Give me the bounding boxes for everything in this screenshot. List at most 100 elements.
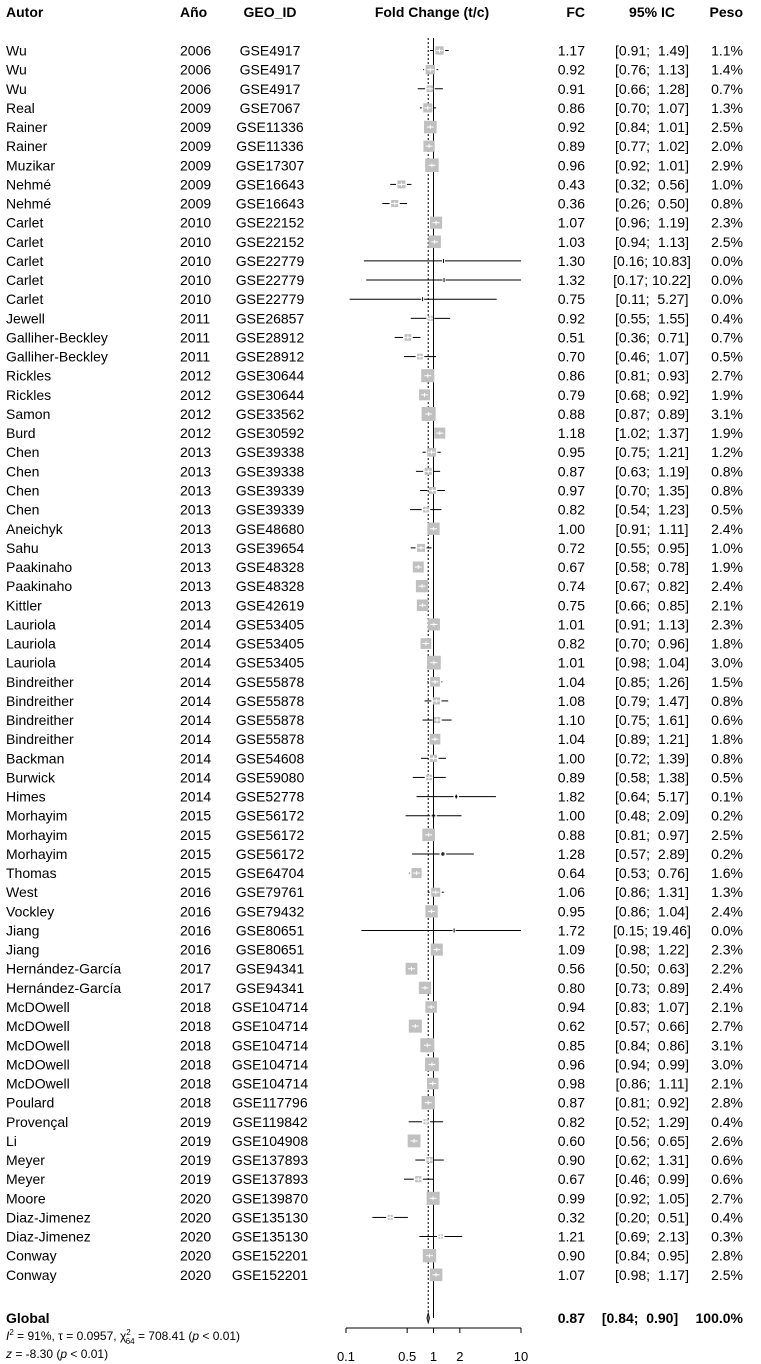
study-year: 2016 — [180, 922, 211, 938]
study-row: Bindreither 2014 GSE55878 1.10 [0.75; 1.61] 0… — [6, 712, 743, 728]
study-weight-text: 1.0% — [711, 176, 743, 192]
study-geo-id: GSE104908 — [232, 1133, 308, 1149]
study-ci-text: [0.75; 1.21] — [615, 444, 689, 460]
study-fc-value: 0.85 — [558, 1037, 585, 1053]
study-geo-id: GSE79432 — [236, 903, 305, 919]
study-author: Nehmé — [6, 176, 51, 192]
study-ci-text: [0.89; 1.21] — [615, 731, 689, 747]
study-ci-text: [0.91; 1.11] — [616, 521, 689, 537]
study-weight-text: 2.5% — [711, 234, 743, 250]
study-geo-id: GSE104714 — [232, 1037, 308, 1053]
study-geo-id: GSE4917 — [240, 62, 301, 78]
study-author: McDOwell — [6, 1056, 70, 1072]
study-year: 2014 — [180, 655, 211, 671]
study-geo-id: GSE64704 — [236, 865, 305, 881]
study-row: McDOwell 2018 GSE104714 0.62 [0.57; 0.66] 2.7… — [6, 1018, 743, 1034]
study-row: Carlet 2010 GSE22779 1.30 [0.16; 10.83] 0.0% — [6, 253, 743, 269]
chi-df: 64 — [126, 1337, 135, 1346]
study-author: Provençal — [6, 1114, 68, 1130]
study-row: Real 2009 GSE7067 0.86 [0.70; 1.07] 1.3% — [6, 100, 743, 116]
study-row: Diaz-Jimenez 2020 GSE135130 1.21 [0.69; 2.13… — [6, 1229, 743, 1245]
study-fc-value: 0.95 — [558, 444, 585, 460]
study-weight-text: 0.4% — [711, 1209, 743, 1225]
study-fc-value: 1.03 — [558, 234, 585, 250]
study-fc-value: 1.07 — [558, 215, 585, 231]
study-geo-id: GSE104714 — [232, 1056, 308, 1072]
study-ci-text: [0.68; 0.92] — [615, 387, 689, 403]
study-fc-value: 0.99 — [558, 1190, 585, 1206]
study-weight-text: 0.8% — [711, 693, 743, 709]
study-ci-text: [0.63; 1.19] — [615, 463, 689, 479]
pooled-fc-value: 0.87 — [558, 1310, 585, 1326]
study-row: Carlet 2010 GSE22779 1.32 [0.17; 10.22] 0.0% — [6, 272, 743, 288]
heterogeneity-stats: I2 = 91%, τ = 0.0957, χ2 64 = 708.41 (p <… — [6, 1328, 240, 1346]
study-row: Burwick 2014 GSE59080 0.89 [0.58; 1.38] 0.5% — [6, 769, 743, 785]
study-author: Jewell — [6, 310, 45, 326]
study-geo-id: GSE17307 — [236, 157, 305, 173]
study-ci-text: [0.55; 1.55] — [615, 310, 689, 326]
study-author: Morhayim — [6, 808, 67, 824]
study-geo-id: GSE16643 — [236, 176, 305, 192]
study-author: Muzikar — [6, 157, 55, 173]
study-ci-text: [0.92; 1.05] — [615, 1190, 689, 1206]
study-row: Carlet 2010 GSE22779 0.75 [0.11; 5.27] 0.0% — [6, 291, 743, 307]
study-year: 2016 — [180, 942, 211, 958]
study-weight-text: 0.6% — [711, 1171, 743, 1187]
study-geo-id: GSE53405 — [236, 616, 305, 632]
study-geo-id: GSE48328 — [236, 559, 305, 575]
study-author: Rainer — [6, 138, 48, 154]
header-geo: GEO_ID — [244, 4, 297, 20]
study-author: Vockley — [6, 903, 54, 919]
study-ci-text: [0.11; 5.27] — [616, 291, 689, 307]
study-year: 2019 — [180, 1133, 211, 1149]
study-ci-text: [0.84; 0.86] — [615, 1037, 689, 1053]
study-weight-text: 0.5% — [711, 502, 743, 518]
study-ci-text: [0.70; 1.35] — [615, 482, 689, 498]
study-geo-id: GSE11336 — [236, 138, 304, 154]
study-year: 2018 — [180, 1037, 211, 1053]
study-geo-id: GSE94341 — [236, 961, 305, 977]
study-geo-id: GSE94341 — [236, 980, 305, 996]
study-row: Paakinaho 2013 GSE48328 0.67 [0.58; 0.78] 1.9… — [6, 559, 743, 575]
study-year: 2017 — [180, 961, 211, 977]
study-year: 2015 — [180, 827, 211, 843]
study-ci-text: [0.56; 0.65] — [615, 1133, 689, 1149]
study-fc-value: 0.82 — [558, 636, 585, 652]
study-fc-value: 1.06 — [558, 884, 585, 900]
study-fc-value: 0.90 — [558, 1248, 585, 1264]
study-geo-id: GSE7067 — [240, 100, 301, 116]
header-year: Año — [180, 4, 207, 20]
study-geo-id: GSE56172 — [236, 827, 305, 843]
study-ci-text: [0.32; 0.56] — [615, 176, 689, 192]
study-fc-value: 0.96 — [558, 157, 585, 173]
study-author: Galliher-Beckley — [6, 329, 108, 345]
study-fc-value: 0.51 — [558, 329, 585, 345]
study-author: Burd — [6, 425, 36, 441]
study-geo-id: GSE39339 — [236, 502, 305, 518]
study-fc-value: 0.92 — [558, 310, 585, 326]
study-author: Chen — [6, 482, 39, 498]
study-weight-text: 0.6% — [711, 1152, 743, 1168]
study-row: Carlet 2010 GSE22152 1.07 [0.96; 1.19] 2.3% — [6, 215, 743, 231]
study-weight-text: 0.8% — [711, 750, 743, 766]
study-ci-text: [0.53; 0.76] — [615, 865, 689, 881]
study-fc-value: 1.17 — [558, 43, 585, 59]
study-fc-value: 1.07 — [558, 1267, 585, 1283]
study-row: Burd 2012 GSE30592 1.18 [1.02; 1.37] 1.9% — [6, 425, 743, 441]
study-year: 2006 — [180, 43, 211, 59]
study-author: Bindreither — [6, 731, 74, 747]
study-geo-id: GSE48680 — [236, 521, 305, 537]
study-year: 2011 — [180, 310, 210, 326]
study-author: Carlet — [6, 215, 43, 231]
study-row: Himes 2014 GSE52778 1.82 [0.64; 5.17] 0.1% — [6, 789, 743, 805]
study-fc-value: 0.92 — [558, 62, 585, 78]
study-row: Vockley 2016 GSE79432 0.95 [0.86; 1.04] 2.4% — [6, 903, 743, 919]
p-symbol: p — [191, 1329, 199, 1343]
study-author: Poulard — [6, 1095, 54, 1111]
study-row: Conway 2020 GSE152201 0.90 [0.84; 0.95] 2.8% — [6, 1248, 743, 1264]
study-weight-text: 2.6% — [711, 1133, 743, 1149]
study-geo-id: GSE55878 — [236, 693, 305, 709]
pooled-label: Global — [6, 1310, 50, 1326]
study-row: Jiang 2016 GSE80651 1.09 [0.98; 1.22] 2.3% — [6, 942, 743, 958]
